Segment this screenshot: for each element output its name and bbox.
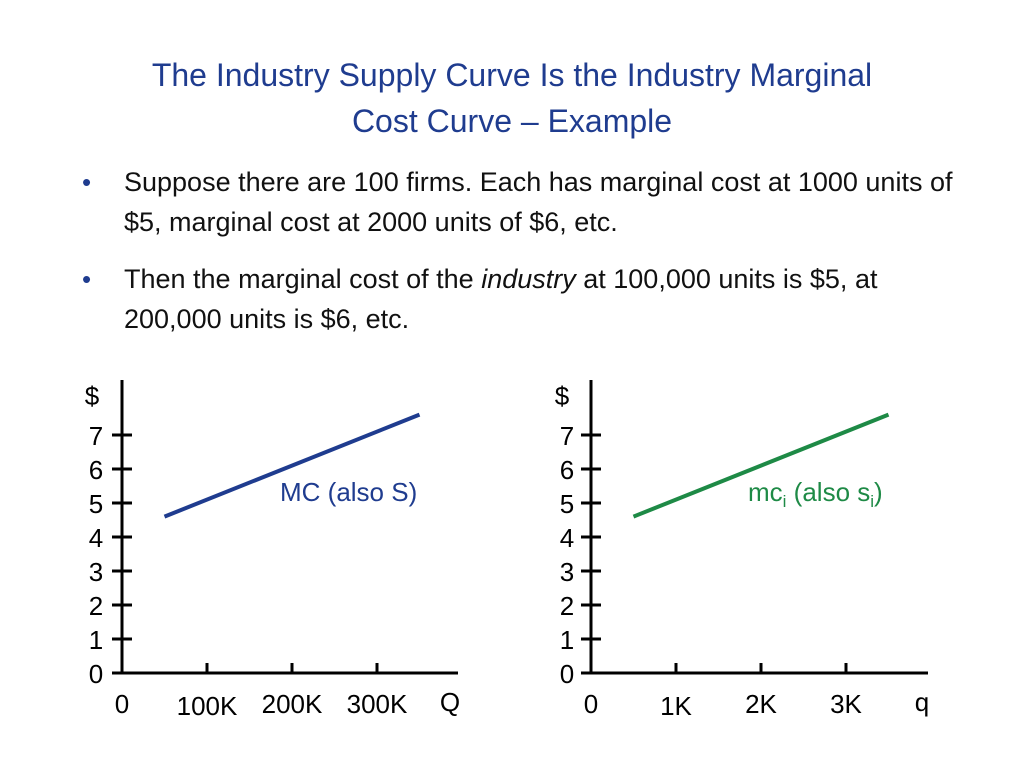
bullet-item-1: • Suppose there are 100 firms. Each has … (82, 162, 962, 242)
x-tick-label: 2K (745, 689, 777, 719)
x-tick-label: 0 (584, 689, 598, 719)
y-tick-label: 1 (560, 625, 574, 655)
y-axis-label: $ (85, 381, 100, 411)
y-tick-label: 7 (560, 421, 574, 451)
curve-annotation-label: MC (also S) (280, 477, 417, 507)
bullet-text-2-start: Then the marginal cost of the (124, 264, 482, 294)
annotation-text: MC (also S) (280, 477, 417, 507)
y-axis-label: $ (555, 381, 570, 411)
industry-mc-chart: 0 1 2 3 4 5 6 7 0 100K 200K 300K $ Q MC (also S) (85, 380, 460, 721)
y-tick-label: 2 (89, 591, 103, 621)
bullet-marker-1: • (82, 167, 92, 197)
annotation-subscript: i (870, 492, 874, 511)
y-tick-label: 5 (89, 489, 103, 519)
y-tick-label: 0 (560, 659, 574, 689)
y-tick-label: 0 (89, 659, 103, 689)
x-tick-label: 100K (177, 691, 238, 721)
annotation-subscript: i (783, 492, 787, 511)
x-tick-label: 0 (115, 689, 129, 719)
y-tick-label: 1 (89, 625, 103, 655)
bullet-list: • Suppose there are 100 firms. Each has … (82, 162, 962, 356)
slide-title-line-2: Cost Curve – Example (351, 103, 673, 139)
x-tick-label: 1K (660, 691, 692, 721)
bullet-text-1: Suppose there are 100 firms. Each has ma… (124, 167, 953, 237)
annotation-text: (also s (786, 477, 870, 507)
x-tick-label: 300K (347, 689, 408, 719)
y-tick-label: 7 (89, 421, 103, 451)
bullet-marker-2: • (82, 264, 92, 294)
y-tick-label: 6 (89, 455, 103, 485)
slide-title: The Industry Supply Curve Is the Industr… (0, 52, 1024, 144)
annotation-text: mc (748, 477, 783, 507)
x-axis-label: Q (440, 687, 460, 717)
y-tick-label: 6 (560, 455, 574, 485)
curve-annotation-label: mci (also si) (748, 477, 883, 511)
bullet-item-2: • Then the marginal cost of the industry… (82, 259, 962, 339)
annotation-text: ) (874, 477, 883, 507)
x-tick-label: 200K (262, 689, 323, 719)
mc-curve-line (632, 412, 890, 519)
y-tick-label: 4 (89, 523, 103, 553)
bullet-text-2-italic: industry (481, 264, 576, 294)
y-tick-label: 5 (560, 489, 574, 519)
x-axis-label: q (915, 687, 929, 717)
y-tick-label: 4 (560, 523, 574, 553)
slide-title-line-1: The Industry Supply Curve Is the Industr… (151, 57, 873, 93)
y-tick-label: 3 (560, 557, 574, 587)
bullet-text-2-end: at 100,000 units is $5, at 200,000 units… (124, 264, 878, 334)
y-tick-label: 3 (89, 557, 103, 587)
y-tick-label: 2 (560, 591, 574, 621)
x-tick-label: 3K (830, 689, 862, 719)
mc-curve-line (163, 412, 421, 519)
